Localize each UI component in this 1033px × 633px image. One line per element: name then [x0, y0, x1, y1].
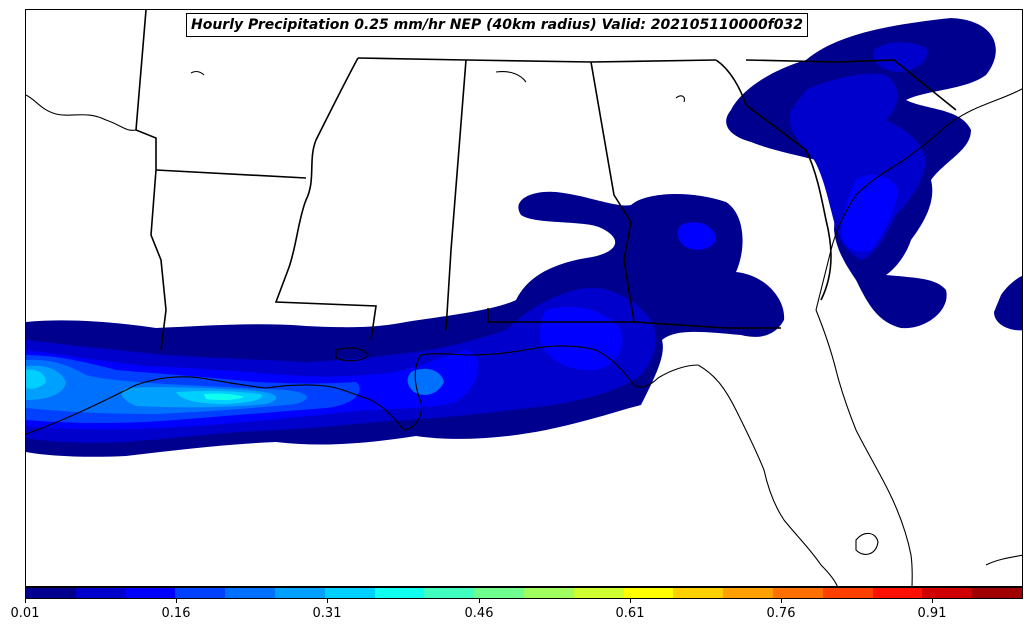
colorbar-segment [822, 588, 873, 598]
colorbar-segment [274, 588, 325, 598]
colorbar-segment [523, 588, 574, 598]
coast-tx-upper [26, 94, 137, 131]
map-canvas [26, 10, 1022, 586]
colorbar-segment [374, 588, 425, 598]
colorbar-segment [573, 588, 624, 598]
colorbar-segment [225, 588, 275, 598]
precip-atlantic-blob [994, 275, 1022, 331]
colorbar-segment [972, 588, 1022, 598]
colorbar-tick [932, 599, 933, 603]
colorbar-segment [872, 588, 923, 598]
colorbar-segment [125, 588, 176, 598]
border-al-fl [487, 308, 634, 323]
colorbar-tick-label: 0.46 [464, 606, 494, 621]
precip-gulf-core-6 [204, 393, 244, 401]
border-ms-river [274, 57, 377, 341]
colorbar-tick [479, 599, 480, 603]
colorbar-tick [327, 599, 328, 603]
map-title: Hourly Precipitation 0.25 mm/hr NEP (40k… [186, 13, 809, 37]
colorbar-tick-label: 0.76 [766, 606, 796, 621]
colorbar-segment [673, 588, 724, 598]
border-nc-sc [745, 59, 957, 111]
colorbar-segment [324, 588, 375, 598]
colorbar-tick [176, 599, 177, 603]
colorbar-segment [26, 588, 76, 598]
colorbar-tick-label: 0.01 [10, 606, 40, 621]
colorbar-segment [75, 588, 126, 598]
colorbar-segment [623, 588, 674, 598]
colorbar-tick-label: 0.16 [161, 606, 191, 621]
border-la-tx [150, 169, 167, 351]
coast-florida-west [697, 364, 838, 586]
colorbar-tick-label: 0.91 [917, 606, 947, 621]
border-tx-ar [135, 10, 157, 170]
colorbar-segment [723, 588, 773, 598]
coast-louisiana [325, 353, 472, 431]
precipitation-fill [26, 18, 1022, 457]
precip-upper-blob-mid [873, 42, 927, 72]
lake-okeechobee [855, 532, 879, 555]
coast-georgia-carolina [815, 88, 1022, 311]
coast-fl-keys [985, 554, 1022, 566]
lake-pontchartrain [335, 347, 369, 362]
coast-ms-al [470, 345, 699, 388]
border-ms-al [445, 59, 467, 331]
border-tn-south [357, 57, 717, 63]
border-ga-sc [715, 59, 832, 301]
precip-carolinas-bright [841, 174, 898, 252]
lake-small-tx [190, 70, 205, 76]
colorbar-segment [175, 588, 226, 598]
coast-texas [26, 376, 327, 435]
colorbar-tick [630, 599, 631, 603]
colorbar-segment [772, 588, 823, 598]
colorbar-segment [922, 588, 973, 598]
colorbar-tick-label: 0.31 [312, 606, 342, 621]
colorbar-segment [424, 588, 475, 598]
coastlines [26, 70, 1022, 586]
border-ga-fl [633, 321, 781, 329]
lake-small-ga [675, 95, 685, 103]
colorbar-tick-label: 0.61 [615, 606, 645, 621]
border-al-ga [590, 61, 635, 323]
state-borders [135, 10, 957, 351]
colorbar-tick [781, 599, 782, 603]
colorbar-tick [25, 599, 26, 603]
precip-ga-bright [677, 222, 716, 250]
lake-small-al [495, 71, 527, 83]
colorbar-segment [474, 588, 524, 598]
coast-florida-east [815, 309, 913, 586]
map-panel [25, 9, 1023, 587]
colorbar [25, 587, 1023, 599]
precip-gulf-core-7 [26, 369, 46, 389]
border-ar-la [155, 169, 307, 179]
